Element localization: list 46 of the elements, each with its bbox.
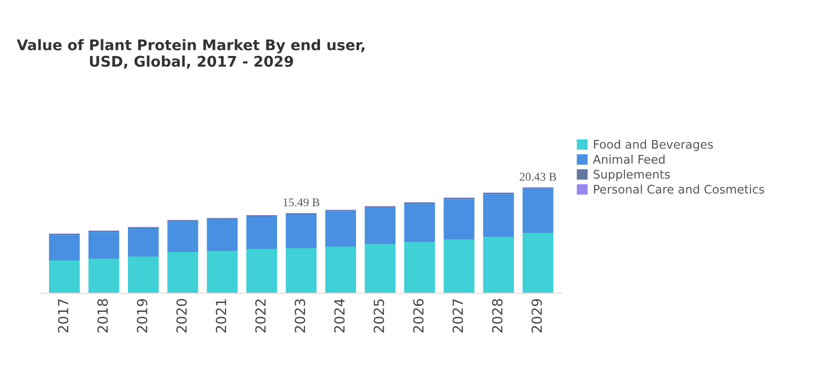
x-tick-label: 2022 (255, 300, 266, 332)
bar (364, 244, 396, 294)
bar (48, 235, 80, 261)
x-tick-label: 2028 (492, 299, 503, 332)
legend-label: Supplements (594, 170, 670, 182)
bar (522, 233, 554, 294)
annotation: 20.43 B (520, 172, 556, 181)
bar (88, 232, 120, 259)
x-tick-label: 2026 (413, 298, 424, 332)
bar (444, 240, 474, 294)
legend-label: Personal Care and Cosmetics (594, 184, 764, 194)
bar (246, 249, 278, 294)
bar (444, 199, 474, 240)
bar (325, 246, 356, 294)
bar (404, 204, 435, 242)
bar (128, 228, 159, 257)
bar (325, 211, 356, 247)
bar (48, 260, 80, 294)
bar (88, 258, 120, 294)
bar (206, 251, 238, 294)
bar (483, 194, 514, 238)
bar (128, 256, 159, 294)
x-tick-label: 2027 (452, 299, 464, 332)
bar (206, 220, 238, 252)
x-tick-label: 2029 (532, 299, 542, 332)
x-tick-label: 2019 (136, 299, 148, 332)
bar (167, 221, 198, 252)
legend-label: Food and Beverages (594, 140, 713, 152)
x-tick-label: 2024 (334, 298, 345, 332)
bar (246, 216, 278, 250)
x-tick-label: 2025 (374, 299, 384, 332)
x-tick-label: 2020 (176, 299, 187, 332)
bar (167, 252, 198, 294)
x-tick-label: 2018 (97, 299, 108, 332)
bar (483, 237, 514, 294)
bar (286, 248, 317, 294)
x-tick-label: 2021 (216, 299, 226, 332)
bar (364, 208, 396, 244)
bar (522, 188, 554, 234)
annotation: 15.49 B (284, 198, 320, 206)
x-tick-label: 2023 (294, 299, 306, 332)
bar (404, 242, 435, 294)
x-tick-label: 2017 (58, 299, 68, 332)
chart-title: Value of Plant Protein Market By end user, USD, Global, 2017 - 2029 (16, 39, 364, 69)
legend-label: Animal Feed (592, 154, 665, 164)
bar (286, 214, 317, 248)
